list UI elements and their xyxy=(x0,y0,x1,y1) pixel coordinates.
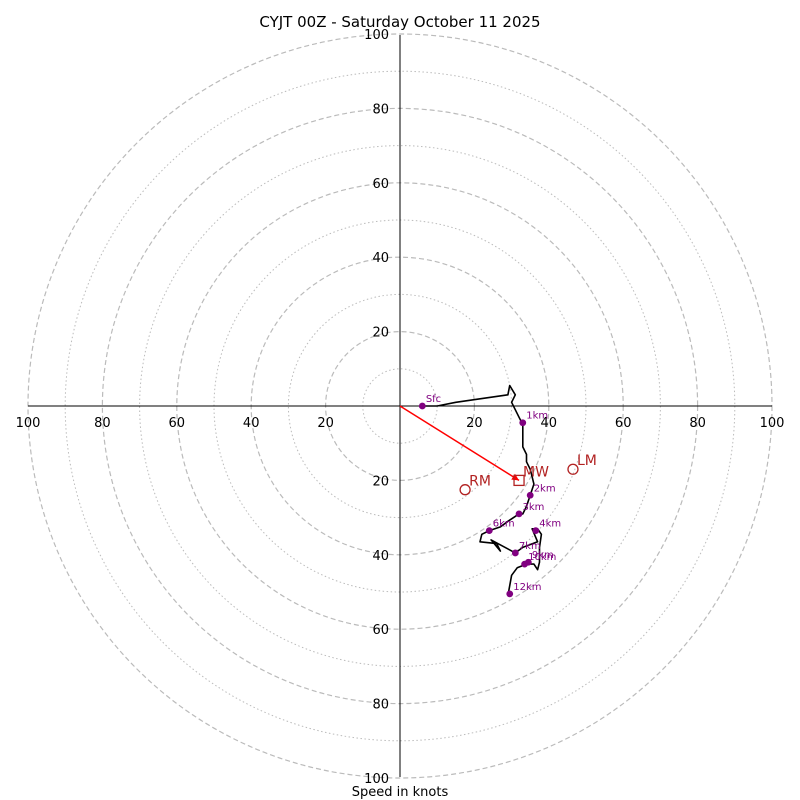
height-label-9km: 9km xyxy=(532,550,554,561)
x-tick-label: 40 xyxy=(541,416,558,431)
shear-vector-arrowhead xyxy=(511,473,520,481)
hodograph-trace xyxy=(420,384,543,596)
x-axis-label: Speed in knots xyxy=(352,785,449,800)
y-tick-label: 80 xyxy=(372,102,389,117)
y-tick-label: 40 xyxy=(372,549,389,564)
height-label-12km: 12km xyxy=(513,582,541,593)
height-label-6km: 6km xyxy=(493,519,515,530)
y-tick-label: 100 xyxy=(364,28,389,43)
x-tick-label: 100 xyxy=(760,416,785,431)
lm-marker xyxy=(567,463,579,475)
x-tick-label: 40 xyxy=(243,416,260,431)
height-marker-sfc xyxy=(418,402,426,410)
x-tick-label: 60 xyxy=(615,416,632,431)
height-label-2km: 2km xyxy=(534,483,556,494)
y-tick-label: 20 xyxy=(372,474,389,489)
height-label-10km: 10km xyxy=(528,552,556,563)
height-marker-1km xyxy=(519,419,527,427)
height-marker-7km xyxy=(511,549,519,557)
height-marker-10km xyxy=(521,560,529,568)
lm-label: LM xyxy=(577,453,597,469)
height-marker-2km xyxy=(526,491,534,499)
y-tick-label: 40 xyxy=(372,251,389,266)
y-tick-label: 100 xyxy=(364,772,389,787)
y-tick-label: 60 xyxy=(372,623,389,638)
x-tick-label: 20 xyxy=(317,416,334,431)
wind-trace xyxy=(399,384,543,596)
y-tick-label: 80 xyxy=(372,698,389,713)
x-tick-label: 80 xyxy=(689,416,706,431)
mw-marker xyxy=(513,474,525,487)
height-label-3km: 3km xyxy=(523,502,545,513)
x-tick-label: 20 xyxy=(466,416,483,431)
y-tick-label: 20 xyxy=(372,326,389,341)
height-marker-12km xyxy=(506,590,514,598)
height-marker-6km xyxy=(485,527,493,535)
storm-motion-markers: RM LM MW xyxy=(459,453,597,496)
x-tick-label: 80 xyxy=(94,416,111,431)
x-tick-label: 100 xyxy=(16,416,41,431)
tick-labels: 100 80 60 40 20 20 40 60 80 100 20 40 60 80 100 20 40 60 8… xyxy=(16,28,785,787)
shear-vector-line xyxy=(399,405,520,482)
height-marker-4km xyxy=(532,527,540,535)
height-label-1km: 1km xyxy=(526,411,548,422)
height-label-sfc: Sfc xyxy=(426,394,441,405)
y-tick-label: 60 xyxy=(372,177,389,192)
height-marker-3km xyxy=(515,510,523,518)
rm-marker xyxy=(459,484,471,496)
height-label-7km: 7km xyxy=(519,541,541,552)
x-tick-label: 60 xyxy=(169,416,186,431)
mw-label: MW xyxy=(523,464,549,480)
height-label-4km: 4km xyxy=(539,519,561,530)
rm-label: RM xyxy=(469,474,491,490)
chart-title: CYJT 00Z - Saturday October 11 2025 xyxy=(259,13,540,31)
